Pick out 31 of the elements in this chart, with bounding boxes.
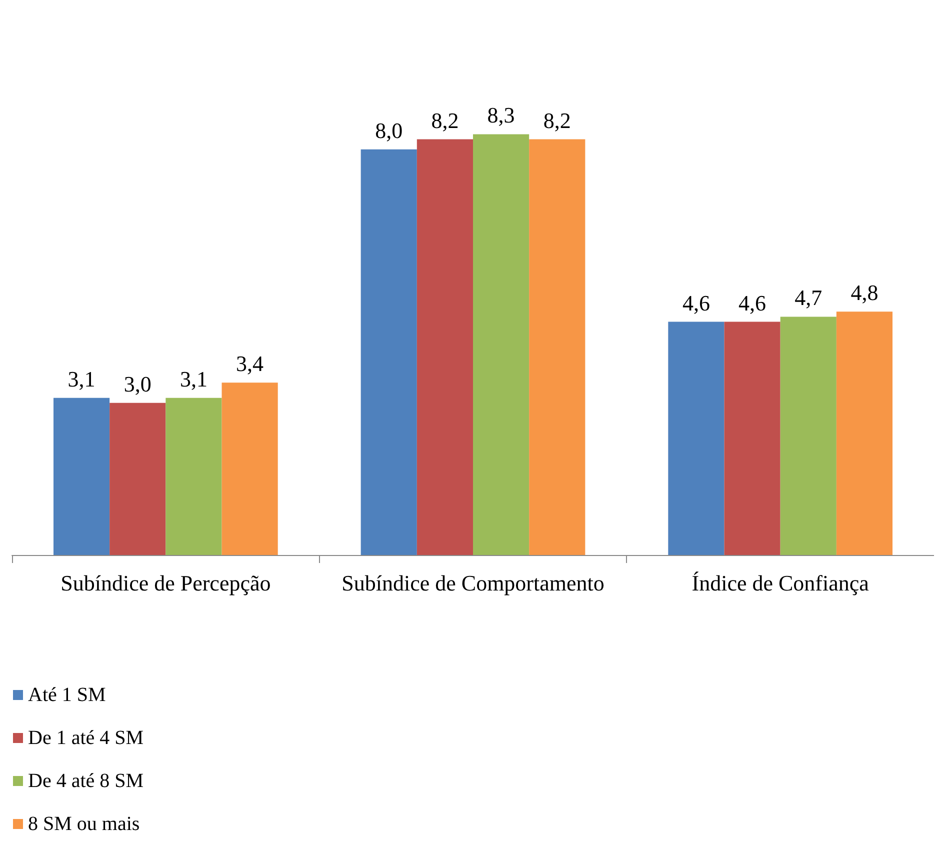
bar <box>529 139 586 555</box>
bar <box>166 398 222 555</box>
data-label: 3,0 <box>124 371 152 396</box>
data-label: 8,2 <box>431 108 459 133</box>
bar <box>473 134 530 555</box>
data-label: 3,1 <box>68 366 96 392</box>
data-label: 3,4 <box>236 351 264 376</box>
data-label: 8,2 <box>543 108 571 133</box>
legend-label: 8 SM ou mais <box>28 813 140 835</box>
bar <box>780 316 836 555</box>
bar <box>110 402 166 555</box>
data-label: 3,1 <box>180 366 208 392</box>
legend-label: De 4 até 8 SM <box>28 770 144 792</box>
data-label: 4,6 <box>682 290 710 316</box>
data-label: 8,0 <box>375 118 403 143</box>
data-label: 4,6 <box>738 290 766 316</box>
x-tick-label: Subíndice de Percepção <box>60 570 271 596</box>
legend-label: De 1 até 4 SM <box>28 727 144 749</box>
x-tick-label: Subíndice de Comportamento <box>342 570 604 596</box>
data-label: 4,7 <box>794 285 822 310</box>
data-label: 4,8 <box>850 280 878 306</box>
bar <box>836 312 893 555</box>
bar <box>360 149 417 555</box>
bar <box>222 382 278 555</box>
bar <box>53 398 110 555</box>
data-label: 8,3 <box>487 102 515 128</box>
legend-label: Até 1 SM <box>28 684 106 706</box>
bar <box>668 322 724 555</box>
x-tick-label: Índice de Confiança <box>692 570 870 596</box>
bar <box>416 139 473 555</box>
bar <box>724 322 780 555</box>
